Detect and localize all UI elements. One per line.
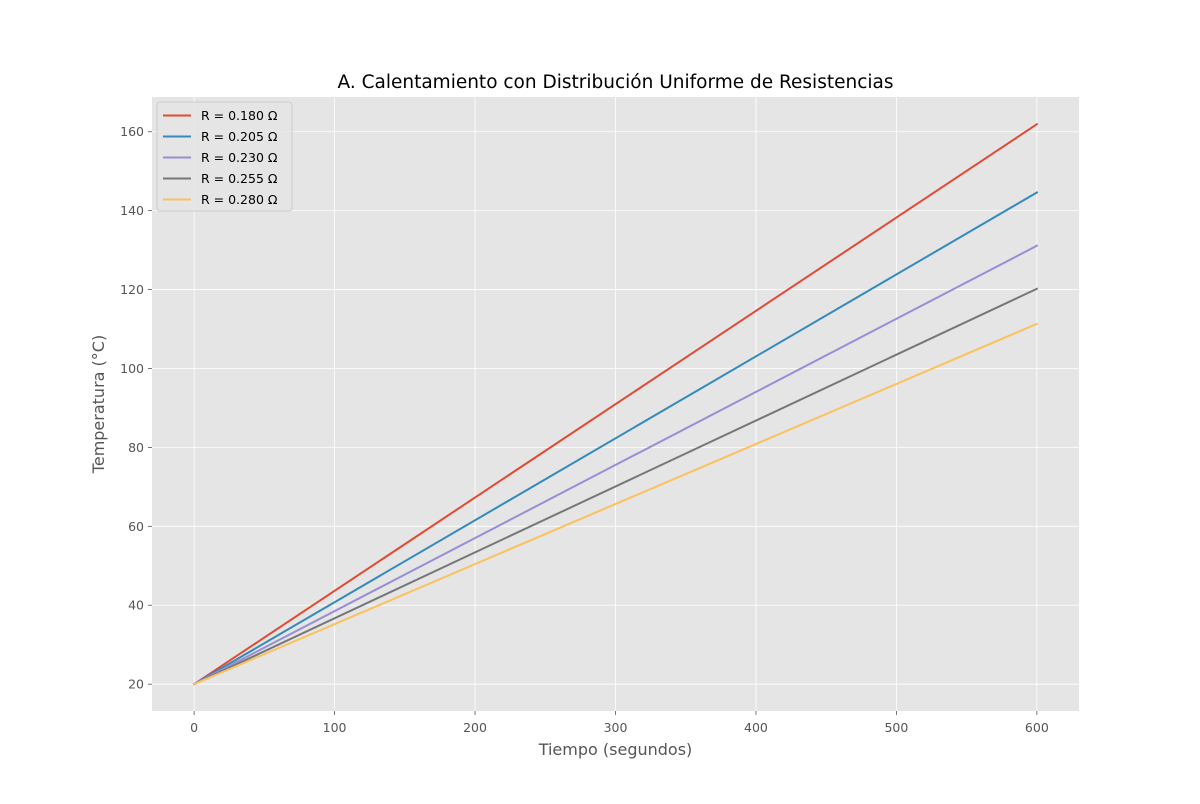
- legend-label-1: R = 0.180 Ω: [201, 108, 278, 123]
- x-tick-label: 300: [604, 720, 628, 735]
- series-line-5: [192, 322, 1039, 686]
- y-tick-label: 100: [120, 361, 144, 376]
- chart-title: A. Calentamiento con Distribución Unifor…: [337, 72, 893, 93]
- x-tick-label: 600: [1025, 720, 1049, 735]
- legend-label-2: R = 0.205 Ω: [201, 129, 278, 144]
- x-tick-label: 0: [190, 720, 198, 735]
- y-tick-label: 20: [128, 677, 144, 692]
- y-axis-ticks: 20 40 60 80 100 120 140 160: [120, 124, 152, 692]
- legend-label-5: R = 0.280 Ω: [201, 192, 278, 207]
- x-axis-label: Tiempo (segundos): [538, 740, 693, 759]
- y-tick-label: 140: [120, 203, 144, 218]
- y-tick-label: 60: [128, 519, 144, 534]
- grid: [152, 97, 1079, 711]
- y-tick-label: 160: [120, 124, 144, 139]
- x-tick-label: 200: [463, 720, 487, 735]
- legend-frame: [156, 101, 293, 212]
- legend-label-4: R = 0.255 Ω: [201, 171, 278, 186]
- y-tick-label: 120: [120, 282, 144, 297]
- series-line-2: [192, 191, 1039, 686]
- legend: R = 0.180 Ω R = 0.205 Ω R = 0.230 Ω R = 0.2…: [156, 101, 293, 212]
- x-tick-label: 100: [323, 720, 347, 735]
- series-line-1: [192, 122, 1039, 686]
- x-tick-label: 500: [884, 720, 908, 735]
- y-axis-label: Temperatura (°C): [89, 335, 108, 474]
- series-lines: [192, 122, 1039, 686]
- legend-label-3: R = 0.230 Ω: [201, 150, 278, 165]
- y-tick-label: 40: [128, 598, 144, 613]
- series-line-4: [192, 287, 1039, 686]
- legend-items: R = 0.180 Ω R = 0.205 Ω R = 0.230 Ω R = 0.2…: [163, 108, 278, 207]
- y-tick-label: 80: [128, 440, 144, 455]
- x-tick-label: 400: [744, 720, 768, 735]
- series-line-3: [192, 244, 1039, 686]
- x-axis-ticks: 0 100 200 300 400 500 600: [190, 711, 1049, 735]
